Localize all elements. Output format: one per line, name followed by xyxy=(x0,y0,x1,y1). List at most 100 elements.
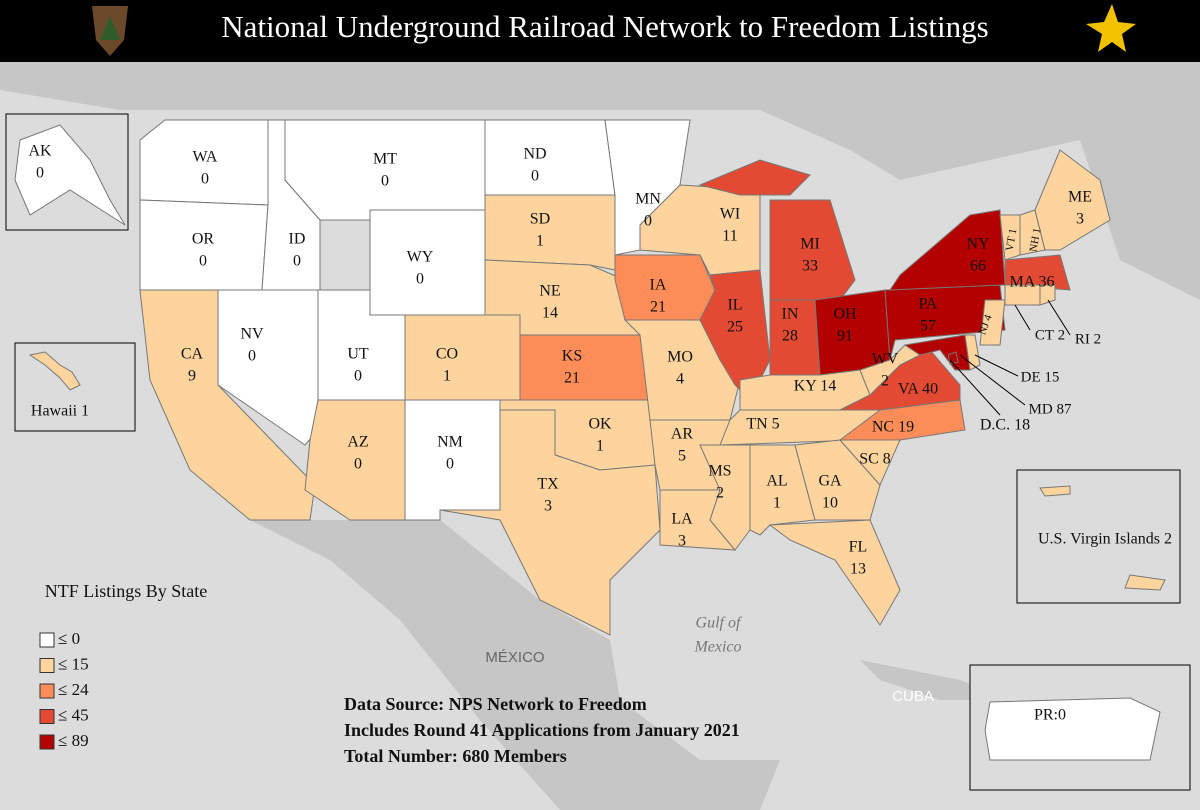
state-label: RI 2 xyxy=(1075,331,1101,347)
state-shape xyxy=(1004,254,1071,291)
state-value: 3 xyxy=(678,533,686,550)
state-shape xyxy=(439,409,661,636)
state-value: 0 xyxy=(199,253,207,270)
state-abbr: WV xyxy=(872,351,899,368)
state-shape xyxy=(889,209,1006,291)
state-label: D.C. 18 xyxy=(980,417,1030,434)
legend-swatch xyxy=(39,632,55,648)
legend-label: ≤ 0 xyxy=(58,629,80,648)
state-abbr: TX xyxy=(537,476,559,493)
hi-inset xyxy=(14,342,136,432)
legend-swatch xyxy=(39,683,55,699)
state-abbr: LA xyxy=(671,511,693,528)
state-value: 1 xyxy=(596,438,604,455)
place-label: Mexico xyxy=(693,639,741,656)
legend: ≤ 0 ≤ 15 ≤ 24 ≤ 45 ≤ 89 xyxy=(39,629,89,750)
state-abbr: SD xyxy=(530,211,550,228)
state-value: 91 xyxy=(837,328,853,345)
state-value: 0 xyxy=(416,271,424,288)
state-value: 21 xyxy=(564,370,580,387)
state-label: CT 2 xyxy=(1035,327,1065,343)
states xyxy=(14,119,1166,761)
state-value: 0 xyxy=(201,171,209,188)
state-shape xyxy=(768,519,901,626)
state-value: 0 xyxy=(381,173,389,190)
state-shape xyxy=(484,194,616,271)
state-label: MD 87 xyxy=(1029,401,1072,417)
state-value: 0 xyxy=(293,253,301,270)
state-shape xyxy=(639,184,761,276)
state-shape xyxy=(794,439,881,521)
state-abbr: NV xyxy=(240,326,264,343)
state-value: 1 xyxy=(443,368,451,385)
state-label: TN 5 xyxy=(746,416,779,433)
state-abbr: OK xyxy=(588,416,612,433)
state-shape xyxy=(838,399,966,441)
state-abbr: WA xyxy=(193,149,218,166)
state-abbr: WI xyxy=(720,206,740,223)
title: National Underground Railroad Network to… xyxy=(221,9,988,44)
vi-inset xyxy=(1016,469,1181,604)
state-abbr: UT xyxy=(347,346,369,363)
state-abbr: IL xyxy=(727,297,742,314)
state-value: 21 xyxy=(650,299,666,316)
state-shape xyxy=(28,351,81,391)
state-abbr: MS xyxy=(708,463,731,480)
state-label: PR:0 xyxy=(1034,707,1066,724)
state-shape xyxy=(1039,284,1056,306)
state-value: 28 xyxy=(782,328,798,345)
state-abbr: WY xyxy=(407,249,434,266)
legend-swatch xyxy=(39,734,55,750)
legend-swatch xyxy=(39,658,55,673)
header-bar xyxy=(0,0,1200,62)
state-value: 11 xyxy=(722,228,737,245)
legend-title: NTF Listings By State xyxy=(45,581,208,601)
state-abbr: KS xyxy=(562,348,582,365)
state-value: 1 xyxy=(536,233,544,250)
state-abbr: CA xyxy=(181,346,204,363)
state-value: 4 xyxy=(676,371,684,388)
source-line: Includes Round 41 Applications from Janu… xyxy=(344,720,740,740)
state-abbr: AZ xyxy=(347,434,368,451)
state-abbr: FL xyxy=(849,539,868,556)
state-label: SC 8 xyxy=(859,451,891,468)
state-shape xyxy=(484,119,616,196)
state-value: 14 xyxy=(542,305,558,322)
place-label: MÉXICO xyxy=(485,649,544,666)
state-label: VA 40 xyxy=(898,381,938,398)
state-label: NC 19 xyxy=(872,419,914,436)
state-shape xyxy=(698,159,856,301)
source-line: Total Number: 680 Members xyxy=(344,746,567,766)
state-value: 57 xyxy=(920,318,936,335)
state-value: 2 xyxy=(716,485,724,502)
state-shape xyxy=(984,697,1161,761)
ak-inset xyxy=(5,113,129,231)
state-abbr: AK xyxy=(28,143,52,160)
state-shape xyxy=(1039,485,1166,591)
state-shape xyxy=(1034,149,1111,251)
state-abbr: NY xyxy=(966,236,990,253)
legend-label: ≤ 15 xyxy=(58,654,89,673)
state-value: 3 xyxy=(544,498,552,515)
legend-swatch xyxy=(39,709,55,724)
state-shape xyxy=(404,314,521,401)
labels: WA 0 OR 0 CA 9 NV 0 ID 0 MT 0 WY 0 UT 0 CO 1 AZ 0 NM 0 ND 0 SD 1 N… xyxy=(28,143,1172,724)
legend-label: ≤ 89 xyxy=(58,731,89,750)
state-value: 66 xyxy=(970,258,986,275)
state-label: U.S. Virgin Islands 2 xyxy=(1038,531,1172,548)
state-abbr: NM xyxy=(437,434,463,451)
state-value: 2 xyxy=(881,373,889,390)
state-abbr: OR xyxy=(192,231,215,248)
state-abbr: NE xyxy=(539,283,560,300)
state-abbr: IA xyxy=(650,277,667,294)
state-abbr: GA xyxy=(818,473,842,490)
ntf-star xyxy=(1086,4,1136,52)
state-label: DE 15 xyxy=(1021,369,1060,385)
place-label: CUBA xyxy=(892,688,934,705)
leaders xyxy=(949,299,1071,416)
state-value: 3 xyxy=(1076,211,1084,228)
state-abbr: ND xyxy=(523,146,546,163)
state-value: 0 xyxy=(446,456,454,473)
